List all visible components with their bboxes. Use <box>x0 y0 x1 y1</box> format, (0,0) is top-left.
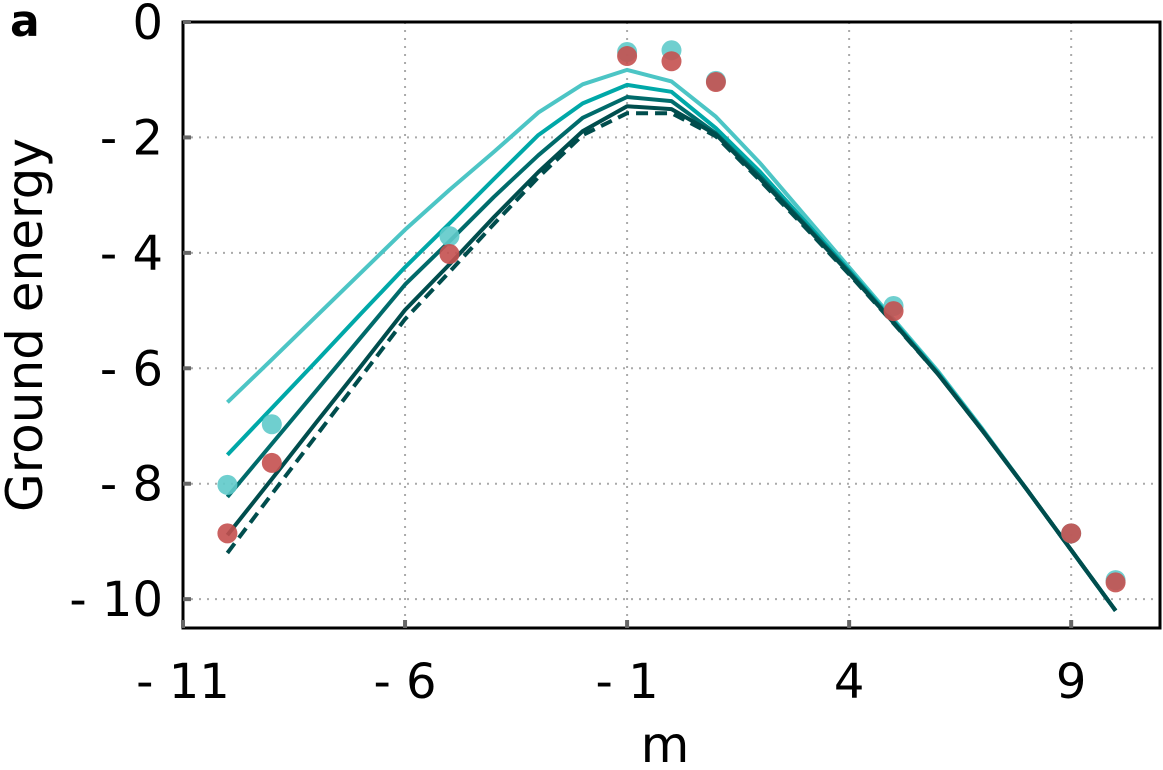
panel-label: a <box>10 0 40 47</box>
series-line-4 <box>225 104 1118 612</box>
data-point-set-1 <box>217 474 238 495</box>
data-point-set-2 <box>439 244 460 265</box>
y-tick-label: 0 <box>132 0 163 51</box>
data-point-set-1 <box>439 226 460 247</box>
x-tick-label: - 11 <box>136 654 230 710</box>
x-tick-label: 9 <box>1056 654 1087 710</box>
ticks: - 11 - 6 - 1 4 9 0 - 2 - 4 - 6 - 8 - 10 <box>69 0 1086 710</box>
y-tick-label: - 2 <box>100 110 163 166</box>
series-line-2 <box>225 82 1118 612</box>
data-point-set-2 <box>217 523 238 544</box>
y-tick-label: - 8 <box>100 457 163 513</box>
data-point-set-2 <box>883 301 904 322</box>
y-tick-label: - 6 <box>100 341 163 397</box>
data-point-set-2 <box>261 452 282 473</box>
y-tick-label: - 4 <box>100 226 163 282</box>
grid <box>183 22 1160 628</box>
y-axis-label: Ground energy <box>0 138 54 512</box>
x-tick-label: 4 <box>834 654 865 710</box>
series-line-3 <box>225 95 1118 612</box>
x-tick-label: - 1 <box>596 654 659 710</box>
data-point-set-2 <box>617 46 638 67</box>
scatter-points <box>217 40 1126 593</box>
series-line-5 <box>225 111 1118 612</box>
data-point-set-2 <box>1105 572 1126 593</box>
x-tick-label: - 6 <box>373 654 436 710</box>
y-tick-label: - 10 <box>69 572 163 628</box>
x-axis-label: m <box>641 716 690 766</box>
plot-frame <box>181 20 1162 630</box>
data-point-set-2 <box>1061 523 1082 544</box>
series-lines <box>225 67 1118 612</box>
data-point-set-1 <box>261 414 282 435</box>
data-point-set-2 <box>661 51 682 72</box>
data-point-set-2 <box>705 72 726 93</box>
